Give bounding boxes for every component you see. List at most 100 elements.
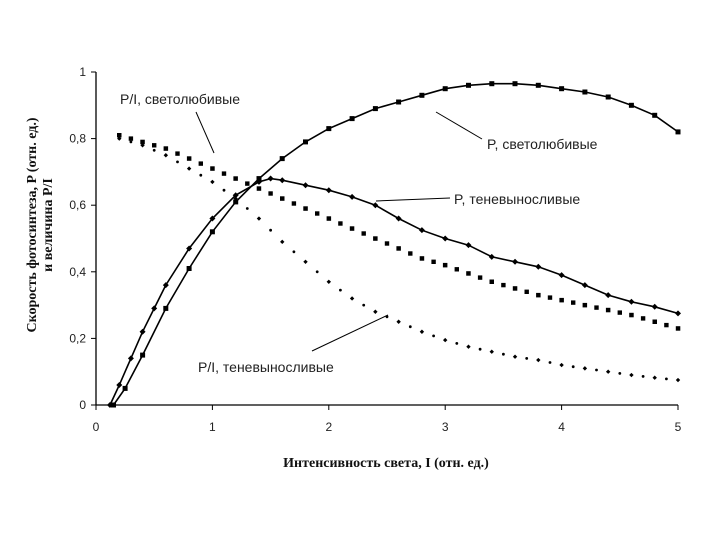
y-tick-label: 0 [79, 398, 86, 412]
data-point [641, 375, 645, 378]
axes [95, 72, 678, 406]
data-point [292, 250, 296, 254]
data-point [280, 239, 285, 245]
data-point [675, 310, 681, 317]
data-point [408, 325, 412, 329]
data-point [675, 129, 681, 135]
data-point [372, 202, 379, 209]
data-point [279, 177, 286, 184]
data-point [488, 253, 495, 260]
data-point [501, 282, 506, 288]
data-point [209, 229, 215, 235]
data-point [326, 216, 332, 221]
annotations: P/I, светолюбивые P, светолюбивые P, тенев… [120, 91, 598, 375]
data-point [618, 372, 622, 375]
data-point [117, 136, 122, 141]
data-point [443, 337, 448, 343]
series-0 [111, 81, 681, 408]
data-point [535, 263, 542, 270]
data-point [372, 106, 378, 112]
data-point [512, 286, 518, 291]
data-point [489, 349, 494, 354]
data-point [419, 92, 425, 98]
data-point [233, 196, 238, 201]
data-point [466, 271, 471, 276]
data-point [651, 303, 658, 310]
data-point [256, 176, 262, 182]
x-axis-label: Интенсивность света, I (отн. ед.) [283, 456, 489, 471]
data-point [256, 186, 262, 191]
annotation-leader-line [311, 314, 389, 352]
y-axis-label-line1: Скорость фотосинтеза, P (отн. ед.) [25, 117, 40, 332]
data-point [582, 89, 588, 95]
data-point [326, 279, 331, 284]
data-point [582, 366, 588, 371]
data-point [140, 352, 146, 358]
data-point [512, 258, 519, 265]
data-point [140, 139, 145, 145]
data-point [186, 266, 192, 271]
data-point [326, 126, 332, 132]
data-point [559, 297, 564, 303]
y-tick-label: 0,2 [69, 331, 86, 345]
data-point [221, 171, 227, 176]
data-point [162, 282, 169, 289]
data-point [163, 146, 169, 151]
data-point [116, 382, 123, 389]
data-point [303, 259, 308, 265]
data-point [536, 357, 541, 363]
y-axis-label-line2: и величина P/I [41, 178, 56, 272]
data-point [629, 372, 634, 378]
data-point [269, 228, 272, 232]
tick-labels: 0 1 2 3 4 5 0 0,2 0,4 0,6 0,8 1 [69, 65, 681, 434]
data-point [605, 292, 612, 299]
data-point [489, 279, 494, 284]
data-point [571, 300, 576, 305]
data-point [442, 86, 448, 92]
x-tick-label: 4 [558, 420, 565, 434]
data-point [594, 305, 599, 310]
data-point [373, 309, 378, 314]
y-tick-label: 0,6 [69, 198, 86, 212]
data-point [256, 216, 262, 221]
data-point [525, 357, 529, 360]
data-point [432, 334, 435, 338]
data-point [325, 187, 332, 194]
data-point [209, 215, 216, 222]
data-point [455, 342, 459, 345]
data-point [186, 166, 192, 171]
series-2 [117, 133, 681, 331]
data-point [419, 329, 425, 334]
y-tick-label: 0,8 [69, 132, 86, 146]
data-point [419, 256, 425, 261]
data-point [548, 361, 552, 364]
annotation-leader-line [435, 111, 483, 140]
data-point [536, 292, 541, 298]
data-point [384, 241, 390, 246]
data-point [582, 302, 588, 308]
data-point [675, 326, 681, 331]
data-point [233, 199, 239, 205]
data-point [558, 272, 565, 279]
series-line [109, 177, 679, 406]
x-tick-label: 5 [675, 420, 682, 434]
data-point [652, 112, 658, 118]
data-point [106, 402, 113, 408]
data-point [111, 402, 116, 408]
annotation-leader-line [195, 111, 215, 154]
data-point [665, 377, 668, 381]
data-point [628, 298, 635, 305]
data-point [465, 242, 472, 249]
data-point [122, 385, 128, 391]
x-tick-label: 0 [93, 420, 100, 434]
data-point [349, 116, 355, 122]
data-point [233, 176, 238, 181]
data-point [629, 312, 634, 318]
data-point [128, 136, 134, 141]
data-point [559, 362, 564, 368]
data-point [362, 303, 366, 307]
annotation-label: P, теневыносливые [454, 191, 580, 207]
data-point [502, 352, 505, 356]
data-point [652, 375, 657, 380]
